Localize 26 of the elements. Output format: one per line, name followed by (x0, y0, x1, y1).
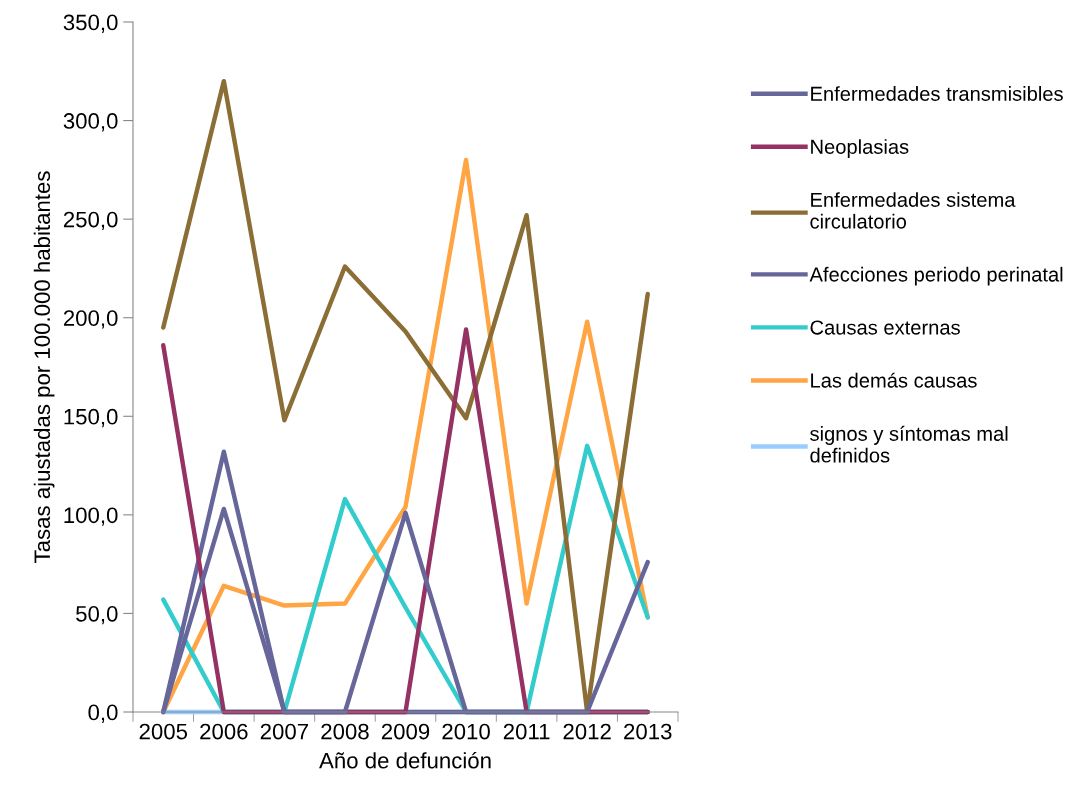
y-tick-label: 100,0 (64, 507, 118, 526)
legend-label: Afecciones periodo perinatal (809, 266, 1063, 286)
x-tick-label: 2010 (442, 723, 490, 740)
y-tick-label: 250,0 (63, 211, 118, 231)
x-tick-label: 2005 (139, 723, 188, 740)
x-tick-label: 2009 (381, 723, 430, 740)
legend-label: Causas externas (810, 320, 960, 335)
x-tick-label: 2006 (200, 723, 248, 740)
legend-label: Neoplasias (811, 139, 909, 158)
x-tick-label: 2008 (321, 723, 369, 740)
y-tick-label: 50,0 (76, 605, 118, 625)
y-axis-title: Tasas ajustadas por 100.000 habitantes (33, 171, 55, 563)
x-tick-label: 2013 (624, 723, 672, 740)
y-tick-label: 200,0 (63, 310, 118, 329)
y-tick-label: 300,0 (63, 113, 118, 132)
x-axis-title: Año de defunción (319, 751, 491, 769)
y-tick-label: 0,0 (88, 704, 118, 723)
x-tick-label: 2011 (503, 723, 550, 740)
legend-label: Enfermedades transmisibles (811, 86, 1063, 101)
y-tick-label: 350,0 (63, 14, 118, 33)
x-tick-label: 2007 (260, 723, 308, 740)
legend-label: Enfermedades sistema circulatorio (810, 192, 1016, 229)
legend-label: Las demás causas (811, 372, 977, 388)
legend-label: signos y síntomas mal definidos (810, 425, 1008, 463)
y-tick-label: 150,0 (64, 408, 118, 428)
x-tick-label: 2012 (563, 723, 611, 740)
